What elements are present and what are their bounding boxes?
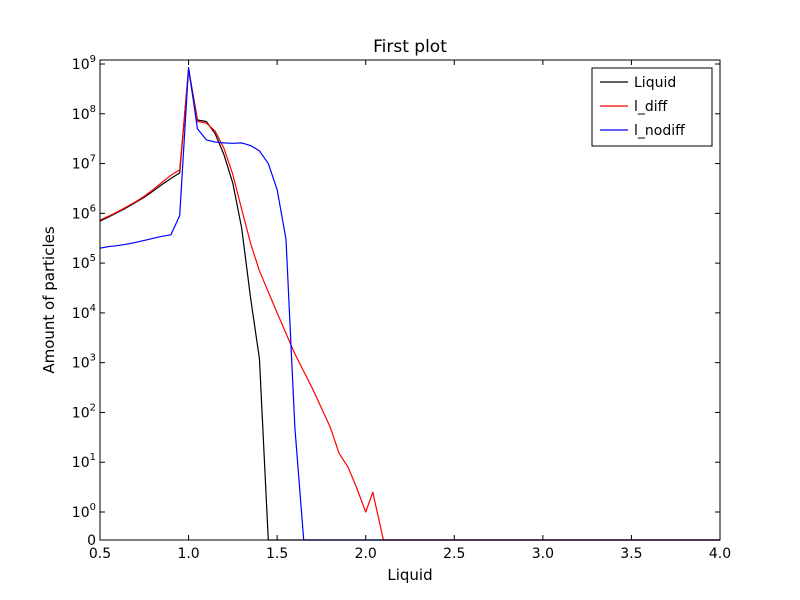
- x-tick-label: 2.5: [443, 546, 465, 562]
- y-tick-label: 107: [72, 154, 96, 173]
- y-tick-label: 100: [72, 502, 96, 521]
- legend-label: Liquid: [634, 75, 676, 91]
- chart-title: First plot: [373, 37, 447, 57]
- x-tick-label: 2.0: [355, 546, 377, 562]
- y-tick-label: 103: [72, 353, 96, 372]
- legend: Liquid l_diff l_nodiff: [591, 67, 713, 147]
- legend-label: l_diff: [634, 99, 668, 115]
- y-tick-label: 106: [72, 203, 96, 222]
- y-tick-label: 0: [87, 533, 96, 549]
- x-tick-label: 1.5: [266, 546, 288, 562]
- series-line-l-diff: [99, 69, 720, 541]
- y-tick-label: 108: [72, 104, 96, 123]
- plot-frame: [99, 59, 721, 541]
- x-tick-label: 3.0: [532, 546, 554, 562]
- x-axis-label: Liquid: [387, 566, 432, 584]
- x-tick-label: 0.5: [89, 546, 111, 562]
- legend-box: [591, 67, 713, 147]
- x-tick-label: 3.5: [620, 546, 642, 562]
- y-tick-label: 109: [72, 54, 96, 73]
- x-axis: 0.5 1.0 1.5 2.0 2.5 3.0 3.5 4.0: [89, 60, 731, 562]
- y-tick-label: 104: [72, 303, 96, 322]
- y-tick-label: 102: [72, 402, 96, 421]
- legend-label: l_nodiff: [634, 123, 685, 139]
- y-tick-label: 101: [72, 452, 96, 471]
- y-tick-label: 105: [72, 253, 96, 272]
- x-tick-label: 1.0: [177, 546, 199, 562]
- x-tick-label: 4.0: [709, 546, 731, 562]
- y-axis: 0 100 101 102 103 104 105 106 107 108 109: [72, 54, 720, 549]
- y-axis-label: Amount of particles: [40, 226, 58, 374]
